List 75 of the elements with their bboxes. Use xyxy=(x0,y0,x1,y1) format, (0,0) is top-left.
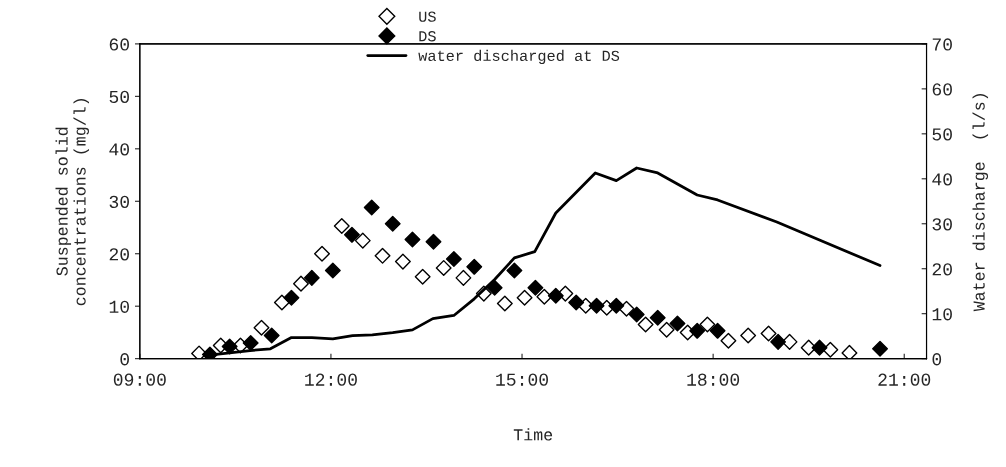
point xyxy=(811,339,828,356)
point xyxy=(720,332,737,349)
legend-label: US xyxy=(419,11,436,22)
point xyxy=(770,333,787,350)
y2-tick-label: 30 xyxy=(932,218,952,231)
point xyxy=(669,315,686,332)
y-tick-label: 20 xyxy=(109,248,129,261)
point xyxy=(242,334,259,351)
point xyxy=(841,344,858,359)
x-tick-label: 12:00 xyxy=(305,373,357,386)
point xyxy=(516,289,533,306)
point xyxy=(649,309,666,326)
y2-tick-label: 0 xyxy=(932,353,942,366)
point xyxy=(303,269,320,286)
point xyxy=(699,316,716,333)
point xyxy=(333,217,350,234)
y-tick-label: 10 xyxy=(109,300,129,313)
point xyxy=(354,232,371,249)
x-tick-label: 15:00 xyxy=(496,373,549,386)
y-tick-label: 60 xyxy=(109,38,129,51)
point xyxy=(414,268,431,285)
x-tick-label: 18:00 xyxy=(687,373,740,386)
point xyxy=(455,269,472,286)
y-axis-title: Suspended solid concentrations (mg/l) xyxy=(55,99,89,306)
y2-axis-title: Water discharge (l/s) xyxy=(972,94,989,312)
legend-label: DS xyxy=(419,31,436,42)
point xyxy=(314,245,330,262)
point xyxy=(872,340,889,357)
point xyxy=(425,233,442,250)
point xyxy=(486,279,503,296)
point xyxy=(253,319,270,336)
point xyxy=(293,275,309,292)
point xyxy=(547,287,564,304)
y2-tick-label: 70 xyxy=(932,38,952,51)
point xyxy=(760,325,777,342)
point xyxy=(283,289,300,306)
y-tick-label: 30 xyxy=(109,195,129,208)
point xyxy=(658,321,675,338)
x-axis-title: Time xyxy=(513,428,553,441)
y-tick-label: 50 xyxy=(109,90,129,104)
point xyxy=(374,247,391,264)
point xyxy=(384,215,401,232)
point xyxy=(221,338,238,355)
point xyxy=(608,297,625,314)
x-tick-label: 21:00 xyxy=(878,373,931,386)
y2-tick-label: 50 xyxy=(932,128,952,141)
point xyxy=(822,341,839,358)
point xyxy=(404,231,421,248)
point xyxy=(709,322,726,339)
legend-label: water discharged at DS xyxy=(418,49,620,65)
point xyxy=(506,262,523,279)
y-tick-label: 0 xyxy=(120,353,129,366)
point xyxy=(496,295,513,312)
point xyxy=(466,258,483,275)
point xyxy=(263,327,280,344)
y2-tick-label: 40 xyxy=(932,173,952,186)
point xyxy=(588,297,605,314)
x-tick-label: 09:00 xyxy=(113,373,166,386)
point xyxy=(740,327,757,344)
point xyxy=(445,251,462,267)
point xyxy=(324,262,341,279)
point xyxy=(637,316,654,333)
point xyxy=(568,294,585,311)
point xyxy=(689,322,706,339)
point xyxy=(536,288,553,305)
y-tick-label: 40 xyxy=(109,143,129,156)
point xyxy=(628,306,645,323)
y2-tick-label: 10 xyxy=(932,308,952,321)
point xyxy=(343,226,360,243)
point xyxy=(394,253,411,270)
point xyxy=(527,279,544,296)
y2-tick-label: 60 xyxy=(932,83,952,96)
point xyxy=(435,259,452,276)
point xyxy=(363,199,380,216)
y2-tick-label: 20 xyxy=(932,263,952,276)
